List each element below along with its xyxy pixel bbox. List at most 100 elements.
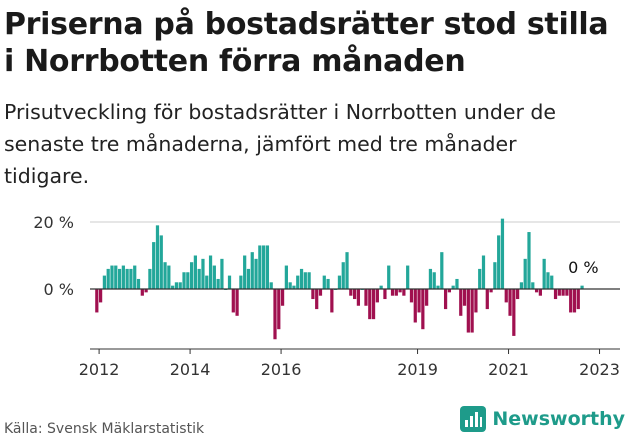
bar-chart-icon <box>460 406 487 432</box>
bar <box>106 268 110 289</box>
source-note: Källa: Svensk Mäklarstatistik <box>4 421 205 437</box>
bar <box>315 289 319 310</box>
bar <box>432 272 436 289</box>
bar <box>280 289 285 306</box>
bar <box>565 289 569 296</box>
bar <box>155 225 160 289</box>
bar <box>542 258 546 289</box>
bar <box>580 285 584 289</box>
bar <box>205 275 209 289</box>
bar <box>485 289 489 310</box>
bar <box>356 289 361 306</box>
bar <box>186 272 190 289</box>
x-tick-label: 2014 <box>170 360 211 379</box>
bar <box>322 275 326 289</box>
bar <box>489 289 493 293</box>
bar <box>235 289 239 316</box>
bar <box>140 289 144 296</box>
bar <box>243 255 247 289</box>
bar <box>390 289 395 296</box>
bar <box>516 289 520 300</box>
bar <box>337 275 342 289</box>
bar <box>553 289 558 300</box>
bar <box>201 258 205 289</box>
bar <box>197 268 201 289</box>
bar <box>163 262 167 289</box>
bar <box>478 268 482 289</box>
bar <box>208 255 213 289</box>
bar <box>383 289 387 300</box>
bar <box>99 289 103 303</box>
bar <box>534 289 539 293</box>
bar <box>262 245 266 289</box>
bar <box>447 289 451 293</box>
bar <box>519 282 524 289</box>
bar <box>353 289 357 300</box>
bar <box>136 278 141 289</box>
bar <box>288 282 292 289</box>
bar <box>402 289 406 296</box>
bar <box>121 265 125 289</box>
bar <box>129 268 133 289</box>
bar <box>474 289 478 313</box>
bar <box>148 268 152 289</box>
bar <box>417 289 421 313</box>
bar <box>523 258 527 289</box>
x-tick-label: 2019 <box>397 360 438 379</box>
bar <box>413 289 417 323</box>
bar <box>284 265 288 289</box>
bar <box>133 265 137 289</box>
bar <box>265 245 270 289</box>
bar <box>546 272 550 289</box>
bar <box>273 289 277 340</box>
bar-chart: 20 % 0 % 2012 2014 2016 2019 2021 2023 0 % <box>33 213 620 379</box>
bar <box>212 265 216 289</box>
bar <box>345 252 349 289</box>
brand-logo[interactable]: Newsworthy <box>460 406 625 432</box>
x-tick-label: 2021 <box>488 360 529 379</box>
bar <box>178 282 182 289</box>
bar <box>114 265 118 289</box>
bar <box>508 289 512 316</box>
bar <box>216 278 220 289</box>
bar <box>459 289 463 316</box>
bar <box>95 289 99 313</box>
bar <box>144 289 148 293</box>
bar <box>497 235 501 289</box>
y-tick-label: 0 % <box>44 280 74 299</box>
chart-title: Priserna på bostadsrätter stod stilla i … <box>4 7 609 79</box>
bar <box>364 289 368 306</box>
bar <box>239 275 243 289</box>
bar <box>254 258 258 289</box>
bar <box>462 289 467 306</box>
bar <box>504 289 508 303</box>
bar <box>572 289 577 313</box>
bar <box>341 262 345 289</box>
y-tick-label: 20 % <box>33 213 74 232</box>
bar <box>371 289 376 320</box>
bar <box>318 289 323 296</box>
bar <box>326 278 330 289</box>
bar <box>550 275 554 289</box>
bar <box>538 289 542 296</box>
bar <box>409 289 414 303</box>
bar <box>167 265 171 289</box>
bar <box>174 282 179 289</box>
bar <box>349 289 353 296</box>
bar <box>311 289 315 300</box>
bar <box>576 289 580 310</box>
bar <box>561 289 565 296</box>
bar <box>428 268 433 289</box>
bar <box>110 265 114 289</box>
bar <box>125 268 129 289</box>
bar <box>387 265 391 289</box>
bar <box>299 268 304 289</box>
bar <box>379 285 383 289</box>
bar <box>182 272 186 289</box>
bar <box>527 232 531 289</box>
chart-subtitle: Prisutveckling för bostadsrätter i Norrb… <box>4 100 557 188</box>
bar <box>307 272 311 289</box>
bar <box>193 255 197 289</box>
bar <box>189 262 194 289</box>
bar <box>569 289 573 313</box>
